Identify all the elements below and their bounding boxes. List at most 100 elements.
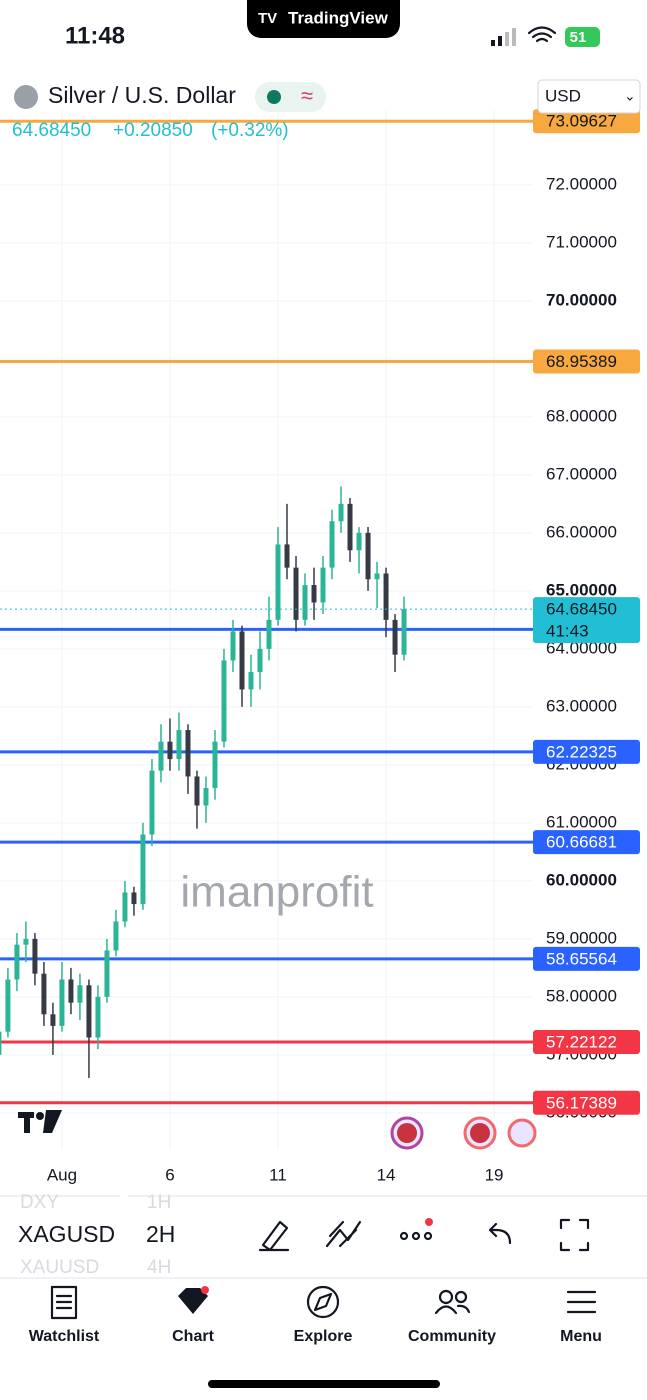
candle — [122, 880, 128, 928]
candle — [257, 631, 263, 690]
tab-label[interactable]: Community — [408, 1328, 496, 1345]
clock: 11:48 — [65, 22, 125, 49]
event-icons — [390, 1116, 537, 1150]
header-change-percent: (+0.32%) — [211, 120, 289, 141]
candle — [284, 503, 290, 580]
tab-label[interactable]: Chart — [172, 1328, 214, 1345]
app-logo: TV — [258, 10, 277, 27]
candle — [50, 1002, 56, 1055]
y-tick-label: 71.00000 — [546, 232, 617, 251]
candle — [140, 822, 146, 910]
candle — [230, 619, 236, 673]
candle — [374, 561, 380, 609]
candle-body — [14, 944, 20, 980]
candle — [23, 921, 29, 963]
symbol-prev: DXY — [20, 1192, 59, 1213]
select-caret: ⌄ — [624, 88, 636, 104]
undo-button[interactable] — [488, 1222, 512, 1245]
tab[interactable]: Explore — [294, 1285, 353, 1345]
symbol-current[interactable]: XAGUSD — [18, 1221, 115, 1247]
tab[interactable]: Menu — [560, 1290, 602, 1345]
candle-body — [176, 730, 182, 760]
candle-body — [122, 892, 128, 922]
x-tick-label: Aug — [47, 1165, 77, 1184]
candle-body — [149, 770, 155, 835]
candle-body — [221, 660, 227, 742]
tab-label[interactable]: Menu — [560, 1328, 602, 1345]
tab[interactable]: Chart — [172, 1286, 215, 1345]
candle-body — [32, 938, 38, 974]
candle — [356, 527, 362, 574]
trend-tool[interactable] — [325, 1220, 362, 1248]
status-pill — [255, 82, 326, 112]
candle-body — [68, 979, 74, 1003]
battery-icon — [565, 27, 600, 47]
candle — [68, 967, 74, 1015]
interval-prev: 1H — [147, 1192, 171, 1213]
y-tick-label: 68.00000 — [546, 406, 617, 425]
candle-body — [365, 532, 371, 580]
level-label: 62.22325 — [546, 742, 617, 761]
tab-label[interactable]: Watchlist — [29, 1328, 100, 1345]
candle — [221, 648, 227, 748]
candle-body — [140, 834, 146, 905]
last-price-label: 64.68450 — [546, 600, 617, 619]
candle-body — [257, 648, 263, 673]
candle — [158, 724, 164, 783]
battery-level: 51 — [570, 29, 587, 46]
candle — [338, 486, 344, 533]
candle — [149, 759, 155, 847]
candle-body — [239, 631, 245, 690]
y-tick-label: 59.00000 — [546, 928, 617, 947]
candle — [212, 730, 218, 800]
candle — [176, 712, 182, 771]
tab-label[interactable]: Explore — [294, 1328, 353, 1345]
candle-body — [86, 985, 92, 1038]
interval-current[interactable]: 2H — [146, 1221, 175, 1247]
candle — [32, 933, 38, 986]
candle — [77, 973, 83, 1021]
signal-icon — [491, 28, 516, 46]
candle — [5, 967, 11, 1038]
home-indicator — [208, 1380, 440, 1388]
y-tick-label: 63.00000 — [546, 696, 617, 715]
candle-body — [59, 979, 65, 1026]
tab[interactable]: Watchlist — [29, 1285, 100, 1345]
candle — [131, 886, 137, 916]
currency-label[interactable]: USD — [545, 86, 581, 105]
candle — [293, 556, 299, 632]
candle-body — [320, 567, 326, 603]
data-delay-icon: ≈ — [301, 83, 313, 108]
candle — [95, 985, 101, 1050]
candle — [392, 614, 398, 673]
candle — [239, 625, 245, 707]
header-change: +0.20850 — [113, 120, 193, 141]
level-label-box — [533, 1030, 640, 1055]
symbol-next: XAUUSD — [20, 1257, 99, 1278]
candle-body — [338, 503, 344, 522]
candle — [365, 527, 371, 591]
header-price: 64.68450 — [12, 120, 91, 141]
candle — [86, 979, 92, 1079]
app-name: TradingView — [288, 8, 389, 27]
y-tick-label: 60.00000 — [546, 870, 617, 889]
candle — [266, 596, 272, 661]
interval-next: 4H — [147, 1257, 171, 1278]
price-axis: 56.0000057.0000058.0000059.0000060.00000… — [533, 109, 640, 1121]
candle-body — [392, 619, 398, 655]
candle-body — [311, 585, 317, 603]
plot — [0, 110, 533, 1150]
candle — [320, 556, 326, 615]
candle — [329, 509, 335, 580]
level-label-box — [533, 1090, 640, 1115]
candle — [302, 573, 308, 626]
candle — [113, 909, 119, 957]
draw-tool[interactable] — [258, 1220, 290, 1252]
tab[interactable]: Community — [408, 1289, 496, 1345]
symbol-title[interactable]: Silver / U.S. Dollar — [48, 82, 236, 108]
symbol-icon — [14, 85, 38, 109]
more-button[interactable] — [399, 1218, 433, 1241]
level-label: 68.95389 — [546, 352, 617, 371]
currency-select[interactable] — [537, 79, 641, 114]
fullscreen-button[interactable] — [559, 1218, 590, 1252]
